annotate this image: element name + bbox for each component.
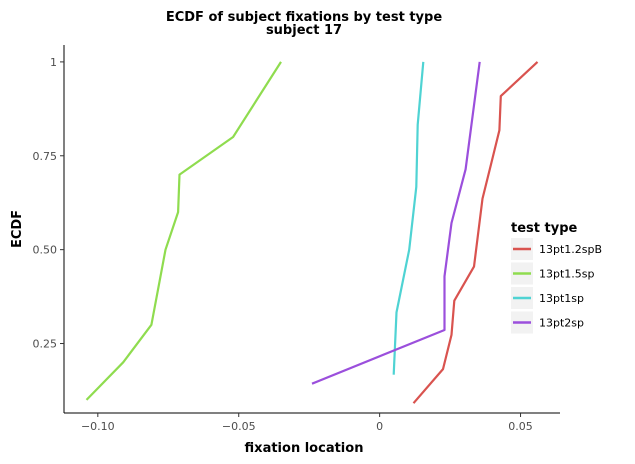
series-line-13pt1sp [392, 61, 425, 375]
x-axis-title: fixation location [245, 441, 364, 456]
legend-label: 13pt1.5sp [539, 268, 595, 281]
series-lines [85, 61, 539, 404]
x-tick-label: −0.05 [222, 420, 256, 433]
chart-subtitle: subject 17 [266, 23, 342, 38]
plot-area: −0.10 −0.05 0 0.05 0.25 0.50 0.75 1 [33, 45, 560, 433]
series-line-13pt1.2spB [412, 61, 539, 404]
chart-title: ECDF of subject fixations by test type [166, 10, 442, 25]
legend-title: test type [511, 221, 578, 236]
y-ticks: 0.25 0.50 0.75 1 [33, 56, 64, 351]
legend-label: 13pt1sp [539, 292, 584, 305]
y-tick-label: 1 [50, 56, 57, 69]
x-tick-label: 0 [376, 420, 383, 433]
x-tick-label: 0.05 [508, 420, 533, 433]
y-tick-label: 0.75 [33, 150, 58, 163]
series-line-13pt1.5sp [85, 61, 282, 401]
x-ticks: −0.10 −0.05 0 0.05 [81, 413, 533, 433]
x-tick-label: −0.10 [81, 420, 115, 433]
y-tick-label: 0.50 [33, 244, 58, 257]
legend-label: 13pt2sp [539, 317, 584, 330]
legend-label: 13pt1.2spB [539, 243, 602, 256]
y-axis-title: ECDF [10, 210, 25, 248]
y-tick-label: 0.25 [33, 338, 58, 351]
legend: test type 13pt1.2spB 13pt1.5sp 13pt1sp 13pt… [511, 221, 602, 334]
series-line-13pt2sp [311, 61, 481, 385]
